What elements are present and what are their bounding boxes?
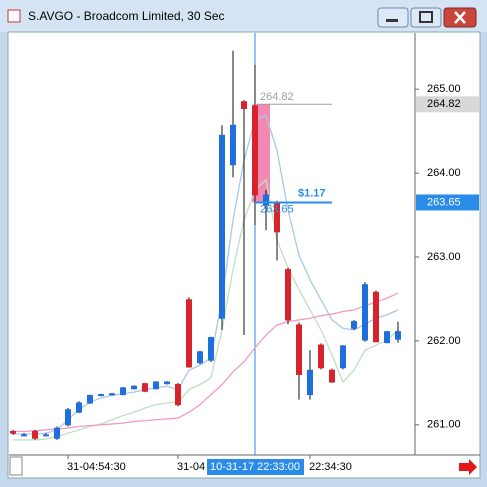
candle-body [384, 331, 390, 344]
candle-body [54, 427, 60, 439]
moving-average-line [13, 178, 399, 441]
candle-body [296, 324, 302, 375]
app-icon [7, 9, 21, 23]
close-icon [454, 11, 466, 24]
y-tick-label: 263.00 [427, 251, 461, 263]
candle-body [65, 409, 71, 426]
candle-body [285, 269, 291, 321]
level-label: 263.65 [260, 203, 294, 215]
minimize-icon [386, 19, 398, 22]
candle-body [131, 385, 137, 390]
candle-body [175, 384, 181, 406]
candle-body [373, 291, 379, 343]
candle-body [76, 402, 82, 413]
y-tick-label: 264.00 [427, 167, 461, 179]
axis-price-box [416, 194, 479, 211]
maximize-button[interactable] [410, 7, 442, 28]
candle-body [109, 393, 115, 396]
candle-body [186, 299, 192, 368]
y-tick-label: 265.00 [427, 83, 461, 95]
axis-price-label: 263.65 [427, 196, 461, 208]
moving-average-line [13, 292, 399, 433]
y-tick-label: 261.00 [427, 419, 461, 431]
maximize-icon [419, 11, 433, 23]
window-title: S.AVGO - Broadcom Limited, 30 Sec [28, 9, 225, 23]
measure-label: $1.17 [298, 187, 326, 199]
candle-body [208, 337, 214, 361]
candle-body [230, 124, 236, 166]
candle-body [10, 431, 16, 434]
candle-body [241, 101, 247, 110]
candle-body [263, 194, 269, 206]
candle-body [120, 387, 126, 396]
candle-body [142, 383, 148, 392]
minimize-button[interactable] [377, 7, 409, 28]
candle-body [164, 381, 170, 385]
candle-body [252, 105, 258, 196]
y-tick-label: 262.00 [427, 335, 461, 347]
x-tick-label: 31-04 [177, 461, 205, 473]
candle-body [340, 345, 346, 369]
corner-box[interactable] [9, 456, 23, 476]
candle-body [98, 394, 104, 397]
candle-body [87, 394, 93, 404]
x-tick-label: 22:34:30 [309, 461, 352, 473]
candle-body [32, 431, 38, 439]
candle-body [219, 134, 225, 319]
candle-body [395, 331, 401, 340]
axis-price-box [416, 96, 479, 113]
candle-body [329, 369, 335, 383]
candle-body [153, 381, 159, 390]
candle-body [362, 284, 368, 341]
candle-body [43, 434, 49, 437]
candle-body [318, 344, 324, 369]
scroll-arrow[interactable] [459, 459, 477, 475]
candle-body [21, 434, 27, 437]
candle-body [197, 351, 203, 364]
crosshair-label: 10-31-17 22:33:00 [210, 461, 300, 473]
candle-body [351, 321, 357, 329]
axis-price-label: 264.82 [427, 98, 461, 110]
candle-body [307, 369, 313, 396]
x-tick-label: 31-04:54:30 [67, 461, 126, 473]
level-label: 264.82 [260, 91, 294, 103]
crosshair-label-bg [207, 459, 304, 475]
